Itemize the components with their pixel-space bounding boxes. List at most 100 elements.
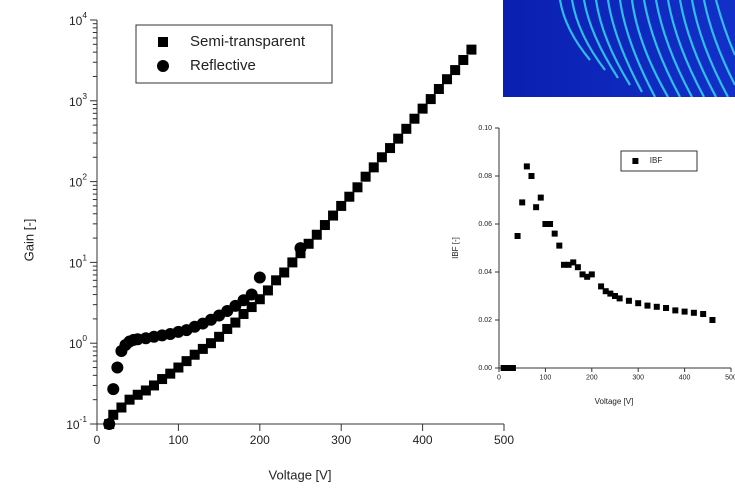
point bbox=[303, 238, 314, 249]
point bbox=[173, 362, 184, 373]
point bbox=[352, 182, 363, 193]
legend-label: IBF bbox=[650, 156, 663, 165]
point bbox=[519, 199, 526, 206]
point bbox=[271, 275, 282, 286]
point bbox=[165, 368, 176, 379]
fingerprint-image bbox=[503, 0, 735, 97]
x-tick-label: 500 bbox=[494, 433, 514, 447]
y-axis-label: IBF [-] bbox=[451, 237, 460, 259]
x-tick-label: 400 bbox=[679, 374, 691, 381]
point bbox=[181, 356, 192, 367]
point bbox=[635, 300, 642, 307]
point bbox=[433, 83, 444, 94]
point bbox=[425, 94, 436, 105]
point bbox=[653, 303, 660, 310]
legend-marker bbox=[157, 60, 169, 72]
y-tick-base: 10 bbox=[69, 257, 83, 271]
x-axis-label: Voltage [V] bbox=[269, 467, 332, 482]
y-tick-label: 100 bbox=[69, 333, 87, 351]
point bbox=[466, 44, 477, 55]
point bbox=[690, 309, 697, 316]
point bbox=[409, 113, 420, 124]
point bbox=[319, 220, 330, 231]
legend-box bbox=[620, 150, 698, 172]
point bbox=[528, 173, 535, 179]
point bbox=[328, 210, 339, 221]
y-tick-exponent: 2 bbox=[82, 172, 87, 182]
point bbox=[560, 261, 567, 268]
y-tick-exponent: 4 bbox=[82, 10, 87, 20]
point bbox=[254, 294, 265, 305]
point bbox=[360, 171, 371, 182]
point bbox=[111, 361, 124, 374]
point bbox=[279, 267, 290, 278]
point bbox=[140, 385, 151, 396]
point bbox=[574, 264, 581, 271]
point bbox=[214, 331, 225, 342]
point bbox=[700, 311, 707, 317]
point bbox=[385, 143, 396, 154]
legend-box bbox=[135, 24, 333, 84]
point bbox=[672, 307, 679, 314]
point bbox=[148, 380, 159, 391]
point bbox=[442, 74, 453, 85]
point bbox=[644, 302, 651, 309]
point bbox=[245, 288, 258, 301]
y-tick-label: 0.10 bbox=[478, 125, 492, 132]
y-tick-exponent: 0 bbox=[82, 333, 87, 343]
point bbox=[116, 402, 127, 413]
point bbox=[533, 204, 540, 211]
point bbox=[124, 394, 135, 405]
point bbox=[253, 271, 266, 284]
x-tick-label: 300 bbox=[632, 374, 644, 381]
point bbox=[523, 163, 530, 170]
point bbox=[551, 230, 558, 237]
point bbox=[579, 271, 586, 278]
y-tick-exponent: 3 bbox=[82, 91, 87, 101]
y-tick-base: 10 bbox=[69, 337, 83, 351]
point bbox=[417, 103, 428, 114]
y-tick-label: 103 bbox=[69, 91, 87, 109]
y-tick-label: 0.08 bbox=[478, 173, 492, 180]
point bbox=[542, 221, 549, 227]
point bbox=[197, 343, 208, 354]
chart: 0.00 0.02 0.04 0.06 0.08 0.10 0 100 200 300 400 500… bbox=[444, 118, 735, 408]
point bbox=[401, 123, 412, 134]
x-tick-label: 400 bbox=[413, 433, 433, 447]
point bbox=[458, 54, 469, 65]
point bbox=[368, 162, 379, 173]
point bbox=[612, 293, 618, 299]
y-tick-label: 104 bbox=[69, 10, 87, 28]
point bbox=[336, 200, 347, 211]
point bbox=[107, 383, 120, 396]
x-tick-label: 300 bbox=[331, 433, 351, 447]
point bbox=[376, 152, 387, 163]
y-tick-exponent: 1 bbox=[82, 253, 87, 263]
point bbox=[222, 323, 233, 334]
point bbox=[607, 290, 614, 297]
point bbox=[547, 221, 554, 227]
y-tick-label: 101 bbox=[69, 253, 87, 271]
y-axis-label: Gain [-] bbox=[21, 219, 36, 262]
point bbox=[262, 285, 273, 296]
point bbox=[565, 261, 572, 268]
point bbox=[616, 295, 623, 302]
point bbox=[556, 242, 563, 249]
y-tick-label: 10-1 bbox=[66, 414, 87, 432]
point bbox=[103, 418, 116, 430]
point bbox=[157, 374, 168, 385]
legend-marker bbox=[158, 37, 168, 47]
point bbox=[537, 194, 544, 201]
y-tick-label: 0.00 bbox=[478, 365, 492, 372]
point bbox=[287, 257, 298, 268]
x-axis-label: Voltage [V] bbox=[595, 397, 634, 406]
point bbox=[663, 305, 670, 311]
y-tick-base: 10 bbox=[69, 14, 83, 28]
y-tick-base: 10 bbox=[66, 418, 80, 432]
point bbox=[588, 271, 595, 278]
point bbox=[450, 65, 461, 76]
x-tick-label: 500 bbox=[725, 374, 735, 381]
point bbox=[344, 191, 355, 202]
